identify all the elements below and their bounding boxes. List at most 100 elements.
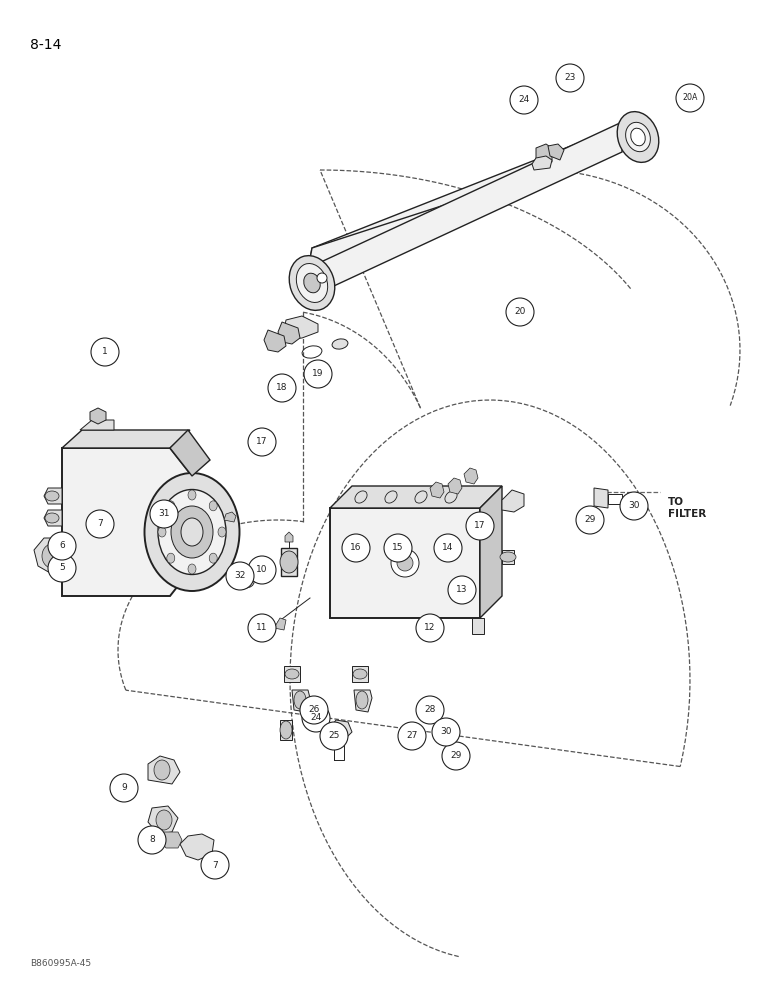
Text: 26: 26 <box>308 706 320 714</box>
Text: 13: 13 <box>456 585 468 594</box>
Circle shape <box>466 512 494 540</box>
Polygon shape <box>62 448 192 596</box>
Ellipse shape <box>45 491 59 501</box>
Ellipse shape <box>500 552 516 562</box>
Ellipse shape <box>171 506 213 558</box>
Ellipse shape <box>144 473 239 591</box>
Text: 17: 17 <box>256 438 268 446</box>
Ellipse shape <box>42 544 62 568</box>
Polygon shape <box>448 478 462 494</box>
Circle shape <box>86 510 114 538</box>
Text: 1: 1 <box>102 348 108 357</box>
Circle shape <box>398 722 426 750</box>
Circle shape <box>226 562 254 590</box>
Text: 7: 7 <box>212 860 218 869</box>
Text: 27: 27 <box>406 732 418 740</box>
Text: 5: 5 <box>59 564 65 572</box>
Text: 24: 24 <box>518 96 530 104</box>
Text: 23: 23 <box>564 74 576 83</box>
Circle shape <box>138 826 166 854</box>
Text: FILTER: FILTER <box>668 509 706 519</box>
Polygon shape <box>148 756 180 784</box>
Polygon shape <box>278 322 300 344</box>
Text: 15: 15 <box>392 544 404 552</box>
Text: 8-14: 8-14 <box>30 38 62 52</box>
Circle shape <box>317 273 327 283</box>
Circle shape <box>397 555 413 571</box>
Polygon shape <box>285 532 293 542</box>
Polygon shape <box>330 486 502 508</box>
Polygon shape <box>502 550 514 564</box>
Text: 20A: 20A <box>682 94 698 103</box>
Text: 30: 30 <box>628 502 640 510</box>
Ellipse shape <box>188 490 196 500</box>
Text: 25: 25 <box>328 732 340 740</box>
Circle shape <box>510 86 538 114</box>
Text: 17: 17 <box>474 522 486 530</box>
Ellipse shape <box>218 527 226 537</box>
Polygon shape <box>170 430 210 476</box>
Polygon shape <box>308 125 624 270</box>
Polygon shape <box>352 666 368 682</box>
Ellipse shape <box>332 339 348 349</box>
Text: 10: 10 <box>256 566 268 574</box>
Text: 18: 18 <box>276 383 288 392</box>
Text: 12: 12 <box>425 624 435 633</box>
Polygon shape <box>160 832 182 848</box>
Ellipse shape <box>280 721 292 739</box>
Polygon shape <box>281 548 297 576</box>
Polygon shape <box>430 482 444 498</box>
Text: 28: 28 <box>425 706 435 714</box>
Circle shape <box>432 718 460 746</box>
Ellipse shape <box>631 128 645 146</box>
Circle shape <box>248 614 276 642</box>
Ellipse shape <box>355 491 367 503</box>
Polygon shape <box>148 806 178 834</box>
Text: 19: 19 <box>312 369 323 378</box>
Circle shape <box>391 549 419 577</box>
Circle shape <box>320 722 348 750</box>
Ellipse shape <box>209 501 217 511</box>
Polygon shape <box>80 420 114 430</box>
Text: 24: 24 <box>310 714 322 722</box>
Polygon shape <box>90 408 106 424</box>
Ellipse shape <box>385 491 397 503</box>
Circle shape <box>442 742 470 770</box>
Ellipse shape <box>167 501 174 511</box>
Ellipse shape <box>236 576 254 588</box>
Text: 30: 30 <box>440 728 452 736</box>
Polygon shape <box>480 486 502 618</box>
Polygon shape <box>274 618 286 630</box>
Ellipse shape <box>294 691 306 709</box>
Polygon shape <box>44 510 62 526</box>
Ellipse shape <box>156 810 172 830</box>
Ellipse shape <box>445 491 457 503</box>
Circle shape <box>448 576 476 604</box>
Circle shape <box>91 338 119 366</box>
Polygon shape <box>292 690 310 712</box>
Circle shape <box>268 374 296 402</box>
Ellipse shape <box>280 551 298 573</box>
Polygon shape <box>472 618 484 634</box>
Polygon shape <box>264 330 286 352</box>
Text: 29: 29 <box>584 516 596 524</box>
Polygon shape <box>683 92 695 106</box>
Polygon shape <box>44 488 62 504</box>
Text: 6: 6 <box>59 542 65 550</box>
Polygon shape <box>464 468 478 484</box>
Circle shape <box>300 696 328 724</box>
Polygon shape <box>502 490 524 512</box>
Text: TO: TO <box>668 497 684 507</box>
Text: 20: 20 <box>514 308 526 316</box>
Circle shape <box>434 534 462 562</box>
Polygon shape <box>330 720 352 740</box>
Circle shape <box>620 492 648 520</box>
Polygon shape <box>224 512 236 522</box>
Text: 11: 11 <box>256 624 268 633</box>
Polygon shape <box>308 122 622 298</box>
Polygon shape <box>548 144 564 160</box>
Ellipse shape <box>181 518 203 546</box>
Ellipse shape <box>285 669 299 679</box>
Circle shape <box>676 84 704 112</box>
Polygon shape <box>532 156 552 170</box>
